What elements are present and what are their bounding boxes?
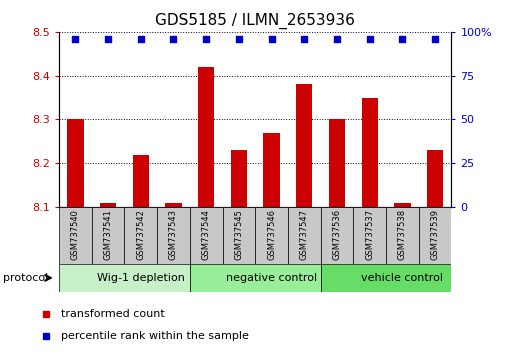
Point <box>136 36 145 42</box>
Bar <box>157 207 190 264</box>
Text: percentile rank within the sample: percentile rank within the sample <box>61 331 248 341</box>
Point <box>300 36 308 42</box>
Bar <box>124 207 157 264</box>
Bar <box>165 203 182 207</box>
Text: GSM737538: GSM737538 <box>398 209 407 261</box>
Bar <box>190 207 223 264</box>
Bar <box>427 150 443 207</box>
Point <box>366 36 374 42</box>
Bar <box>59 264 190 292</box>
Bar <box>67 119 84 207</box>
Point <box>104 36 112 42</box>
Bar <box>255 207 288 264</box>
Point <box>333 36 341 42</box>
Bar <box>321 264 451 292</box>
Text: GSM737539: GSM737539 <box>430 209 440 260</box>
Text: GSM737545: GSM737545 <box>234 209 243 260</box>
Point <box>169 36 177 42</box>
Point <box>71 36 80 42</box>
Bar <box>59 207 92 264</box>
Point <box>398 36 406 42</box>
Bar <box>329 119 345 207</box>
Point <box>235 36 243 42</box>
Text: negative control: negative control <box>226 273 317 283</box>
Text: GSM737540: GSM737540 <box>71 209 80 260</box>
Text: GSM737547: GSM737547 <box>300 209 309 260</box>
Bar <box>394 203 410 207</box>
Bar <box>223 207 255 264</box>
Text: protocol: protocol <box>3 273 48 283</box>
Bar <box>288 207 321 264</box>
Title: GDS5185 / ILMN_2653936: GDS5185 / ILMN_2653936 <box>155 13 355 29</box>
Bar <box>353 207 386 264</box>
Point <box>202 36 210 42</box>
Text: Wig-1 depletion: Wig-1 depletion <box>97 273 185 283</box>
Text: GSM737542: GSM737542 <box>136 209 145 260</box>
Text: GSM737541: GSM737541 <box>104 209 112 260</box>
Bar <box>190 264 321 292</box>
Text: vehicle control: vehicle control <box>361 273 443 283</box>
Bar <box>132 154 149 207</box>
Bar <box>92 207 125 264</box>
Bar <box>231 150 247 207</box>
Bar <box>198 67 214 207</box>
Bar <box>321 207 353 264</box>
Point <box>431 36 439 42</box>
Bar <box>419 207 451 264</box>
Text: GSM737537: GSM737537 <box>365 209 374 261</box>
Bar <box>296 84 312 207</box>
Bar <box>386 207 419 264</box>
Text: GSM737536: GSM737536 <box>332 209 342 261</box>
Text: GSM737546: GSM737546 <box>267 209 276 260</box>
Text: transformed count: transformed count <box>61 308 164 319</box>
Bar <box>100 203 116 207</box>
Text: GSM737544: GSM737544 <box>202 209 211 260</box>
Point <box>267 36 275 42</box>
Bar <box>263 133 280 207</box>
Text: GSM737543: GSM737543 <box>169 209 178 260</box>
Bar <box>362 98 378 207</box>
